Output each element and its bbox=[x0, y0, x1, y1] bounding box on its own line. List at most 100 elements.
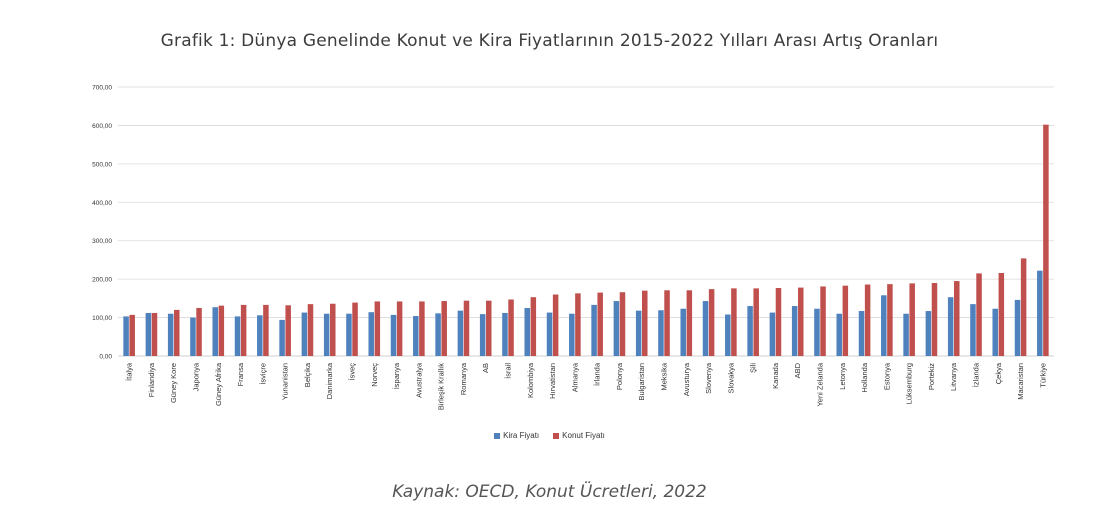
x-tick-label: Avustralya bbox=[414, 362, 423, 398]
y-tick-label: 700,00 bbox=[92, 85, 112, 92]
x-tick-label: İrlanda bbox=[593, 362, 602, 386]
bar-konut bbox=[976, 273, 982, 356]
bar-konut bbox=[931, 282, 938, 356]
x-axis-labels: İtalya Finlandiya Güney Kore Japonya Güney A… bbox=[125, 362, 1048, 410]
bar-kira bbox=[145, 312, 152, 356]
bar-konut bbox=[664, 290, 670, 356]
bar-konut bbox=[196, 307, 202, 356]
bar-konut bbox=[374, 301, 381, 356]
legend-item-konut: Konut Fiyatı bbox=[553, 431, 605, 440]
x-tick-label: Kolombiya bbox=[526, 362, 535, 398]
x-tick-label: AB bbox=[481, 363, 490, 373]
bar-kira bbox=[881, 295, 887, 356]
x-tick-label: İspanya bbox=[392, 362, 401, 389]
x-tick-label: Avusturya bbox=[682, 362, 691, 396]
x-tick-label: Şili bbox=[749, 363, 758, 373]
x-tick-label: Danimarka bbox=[325, 362, 334, 399]
bar-kira bbox=[680, 308, 686, 356]
grid-layer bbox=[118, 86, 1054, 357]
bar-konut bbox=[441, 301, 447, 356]
x-tick-label: Portekiz bbox=[927, 363, 936, 390]
bar-kira bbox=[190, 317, 196, 356]
x-tick-label: Türkiye bbox=[1038, 363, 1047, 388]
bar-konut bbox=[307, 304, 314, 356]
legend-item-kira: Kira Fiyatı bbox=[494, 431, 539, 440]
x-tick-label: Macaristan bbox=[1016, 363, 1025, 400]
y-tick-label: 200,00 bbox=[92, 277, 112, 284]
bar-kira bbox=[791, 306, 798, 356]
bar-konut bbox=[686, 290, 693, 356]
bar-konut bbox=[486, 300, 492, 356]
x-tick-label: Hırvatistan bbox=[548, 363, 557, 399]
x-tick-label: Slovakya bbox=[726, 362, 735, 393]
bar-kira bbox=[591, 304, 597, 356]
bar-kira bbox=[301, 312, 308, 356]
x-tick-label: Polonya bbox=[615, 362, 624, 390]
bar-kira bbox=[747, 306, 753, 356]
y-tick-label: 600,00 bbox=[92, 123, 112, 130]
bar-konut bbox=[508, 299, 514, 356]
bar-kira bbox=[1014, 299, 1021, 356]
bar-konut bbox=[151, 312, 158, 356]
bar-konut bbox=[642, 290, 648, 356]
bar-kira bbox=[479, 314, 486, 356]
x-tick-label: Yunanistan bbox=[281, 363, 290, 400]
x-tick-label: Birleşik Krallık bbox=[437, 363, 446, 410]
bar-kira bbox=[769, 312, 776, 356]
bar-konut bbox=[352, 302, 358, 356]
bar-konut bbox=[708, 289, 715, 356]
bar-konut bbox=[330, 303, 336, 356]
legend-label-konut: Konut Fiyatı bbox=[562, 431, 605, 440]
bar-konut bbox=[842, 285, 849, 356]
bar-konut bbox=[129, 314, 135, 356]
x-tick-label: Finlandiya bbox=[147, 362, 156, 397]
bar-kira bbox=[413, 316, 419, 356]
y-tick-label: 500,00 bbox=[92, 161, 112, 168]
bar-konut bbox=[820, 286, 826, 356]
bar-konut bbox=[909, 283, 915, 356]
legend: Kira Fiyatı Konut Fiyatı bbox=[0, 431, 1099, 440]
x-tick-label: Yeni Zelanda bbox=[816, 362, 825, 406]
x-tick-label: Lüksemburg bbox=[905, 363, 914, 404]
bar-kira bbox=[725, 314, 731, 356]
bar-kira bbox=[903, 313, 909, 356]
bar-konut bbox=[775, 287, 782, 356]
bar-kira bbox=[970, 304, 976, 356]
bar-konut bbox=[798, 287, 804, 356]
bar-kira bbox=[702, 301, 709, 356]
bar-konut bbox=[240, 304, 247, 356]
bar-kira bbox=[279, 319, 285, 356]
bar-kira bbox=[836, 313, 842, 356]
bar-kira bbox=[502, 312, 508, 356]
x-tick-label: Litvanya bbox=[949, 362, 958, 391]
bar-konut bbox=[174, 309, 180, 356]
bar-kira bbox=[123, 316, 129, 356]
x-tick-label: ABD bbox=[793, 362, 802, 378]
bar-kira bbox=[435, 313, 441, 356]
bar-kira bbox=[1037, 270, 1043, 356]
bar-konut bbox=[998, 272, 1005, 356]
x-tick-label: Almanya bbox=[570, 362, 579, 392]
x-tick-label: İzlanda bbox=[972, 362, 981, 387]
bar-layer bbox=[123, 124, 1049, 356]
bar-konut bbox=[887, 284, 893, 356]
y-axis-ticks: 0,00 100,00 200,00 300,00 400,00 500,00 600,00… bbox=[92, 85, 112, 361]
bar-kira bbox=[858, 311, 865, 356]
x-tick-label: Çekya bbox=[994, 362, 1003, 384]
x-tick-label: İtalya bbox=[125, 362, 134, 381]
bar-kira bbox=[368, 312, 374, 356]
bar-konut bbox=[396, 301, 403, 356]
bar-konut bbox=[575, 293, 581, 356]
y-tick-label: 400,00 bbox=[92, 200, 112, 207]
bar-konut bbox=[1020, 258, 1027, 356]
bar-kira bbox=[569, 313, 575, 356]
bar-kira bbox=[635, 310, 642, 356]
x-tick-label: Güney Kore bbox=[169, 363, 178, 403]
legend-swatch-konut bbox=[553, 432, 560, 439]
y-tick-label: 100,00 bbox=[92, 315, 112, 322]
legend-label-kira: Kira Fiyatı bbox=[503, 431, 540, 440]
bar-konut bbox=[619, 292, 626, 356]
bar-konut bbox=[530, 297, 537, 356]
x-tick-label: Romanya bbox=[459, 362, 468, 395]
